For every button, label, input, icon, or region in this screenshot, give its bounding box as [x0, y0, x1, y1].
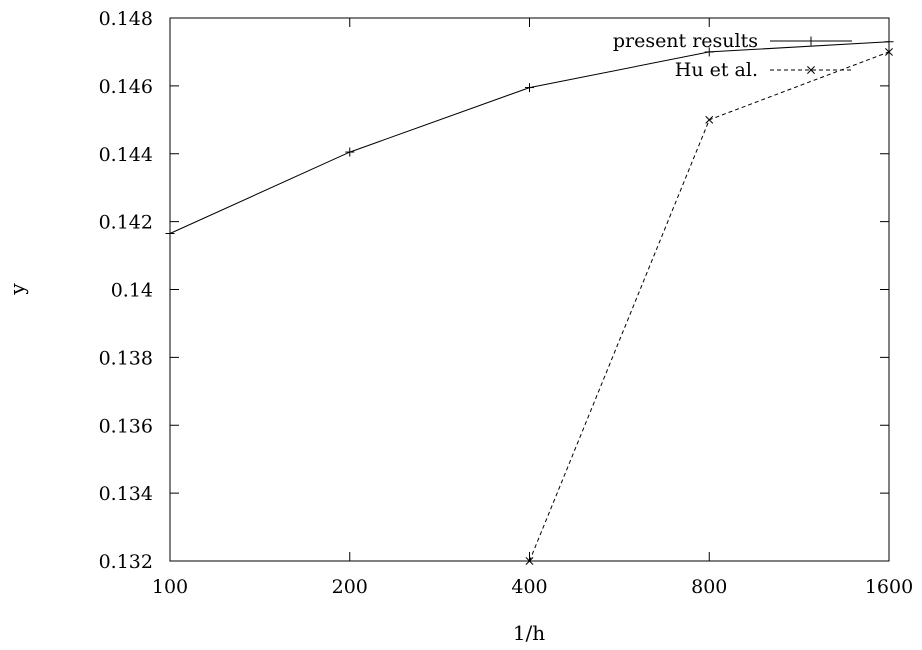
legend-marker [807, 66, 815, 74]
legend-entry-2: Hu et al. [675, 59, 852, 81]
data-point [525, 557, 534, 565]
data-point [165, 229, 175, 239]
y-tick-label: 0.132 [99, 551, 153, 573]
marker-stroke [525, 557, 534, 565]
x-tick-label: 400 [511, 576, 547, 598]
x-axis-title: 1/h [513, 621, 545, 645]
series-layer [165, 37, 894, 565]
data-point [704, 47, 714, 57]
x-tick-label: 100 [152, 576, 188, 598]
legend-label: present results [613, 30, 758, 52]
data-point [885, 47, 893, 56]
y-tick-label: 0.144 [99, 144, 153, 166]
marker-stroke [885, 47, 893, 56]
series-line [169, 41, 890, 234]
legend-label: Hu et al. [675, 59, 758, 81]
data-point [525, 83, 534, 93]
data-point [705, 115, 714, 124]
series-2 [525, 47, 893, 565]
y-tick-label: 0.14 [111, 280, 153, 302]
y-axis-title: y [5, 283, 29, 296]
y-tick-label: 0.136 [99, 415, 153, 437]
y-tick-label: 0.148 [99, 8, 153, 30]
marker-stroke [807, 66, 815, 74]
legend-marker [806, 36, 816, 46]
x-tick-label: 200 [332, 576, 368, 598]
legend-entry-1: present results [613, 30, 852, 52]
x-axis: 100 200 400 800 1600 [152, 18, 913, 598]
plot-area-frame [169, 17, 890, 562]
y-tick-label: 0.142 [99, 212, 153, 234]
y-axis: 0.132 0.134 0.136 0.138 0.14 0.142 0.144 0.146 0… [99, 8, 889, 573]
x-tick-label: 1600 [865, 576, 913, 598]
y-tick-label: 0.138 [99, 347, 153, 369]
y-tick-label: 0.134 [99, 483, 153, 505]
series-1 [165, 37, 894, 239]
series-line [529, 51, 890, 562]
data-point [884, 37, 894, 47]
marker-stroke [705, 115, 714, 124]
x-tick-label: 800 [691, 576, 727, 598]
y-tick-label: 0.146 [99, 76, 153, 98]
data-point [345, 147, 355, 157]
legend: present results Hu et al. [613, 30, 852, 81]
